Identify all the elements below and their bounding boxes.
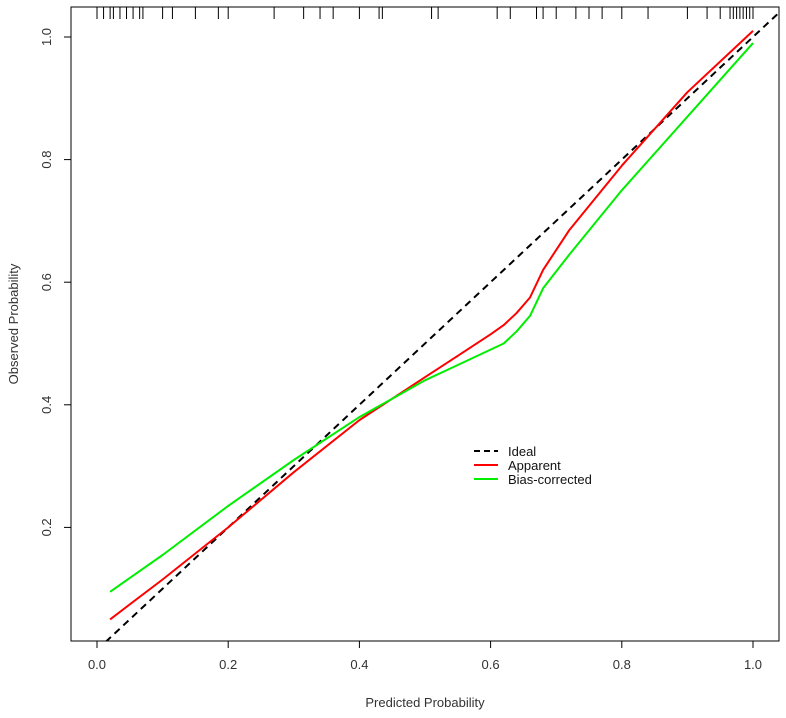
plot-frame: [70, 6, 780, 642]
x-axis-title: Predicted Probability: [365, 695, 485, 710]
x-axis: 0.0 0.2 0.4 0.6 0.8 1.0: [88, 641, 762, 672]
x-tick-label: 0.2: [219, 657, 237, 672]
legend-label: Apparent: [508, 458, 561, 473]
y-tick-label: 0.2: [39, 518, 54, 536]
x-tick-label: 0.4: [350, 657, 368, 672]
series-line-bias-corrected: [109, 42, 754, 593]
series-lines: [105, 11, 779, 641]
legend-label: Bias-corrected: [508, 472, 592, 487]
legend-label: Ideal: [508, 444, 536, 459]
x-tick-label: 0.8: [613, 657, 631, 672]
rug-ticks: [96, 7, 754, 19]
series-line-apparent: [109, 30, 754, 621]
x-tick-label: 0.6: [482, 657, 500, 672]
y-tick-label: 1.0: [39, 28, 54, 46]
y-tick-label: 0.4: [39, 396, 54, 414]
x-tick-label: 1.0: [744, 657, 762, 672]
y-axis: 0.2 0.4 0.6 0.8 1.0: [39, 28, 71, 536]
x-tick-label: 0.0: [88, 657, 106, 672]
y-axis-title: Observed Probability: [6, 263, 21, 384]
series-line-ideal: [105, 11, 779, 641]
y-tick-label: 0.8: [39, 151, 54, 169]
y-tick-label: 0.6: [39, 273, 54, 291]
